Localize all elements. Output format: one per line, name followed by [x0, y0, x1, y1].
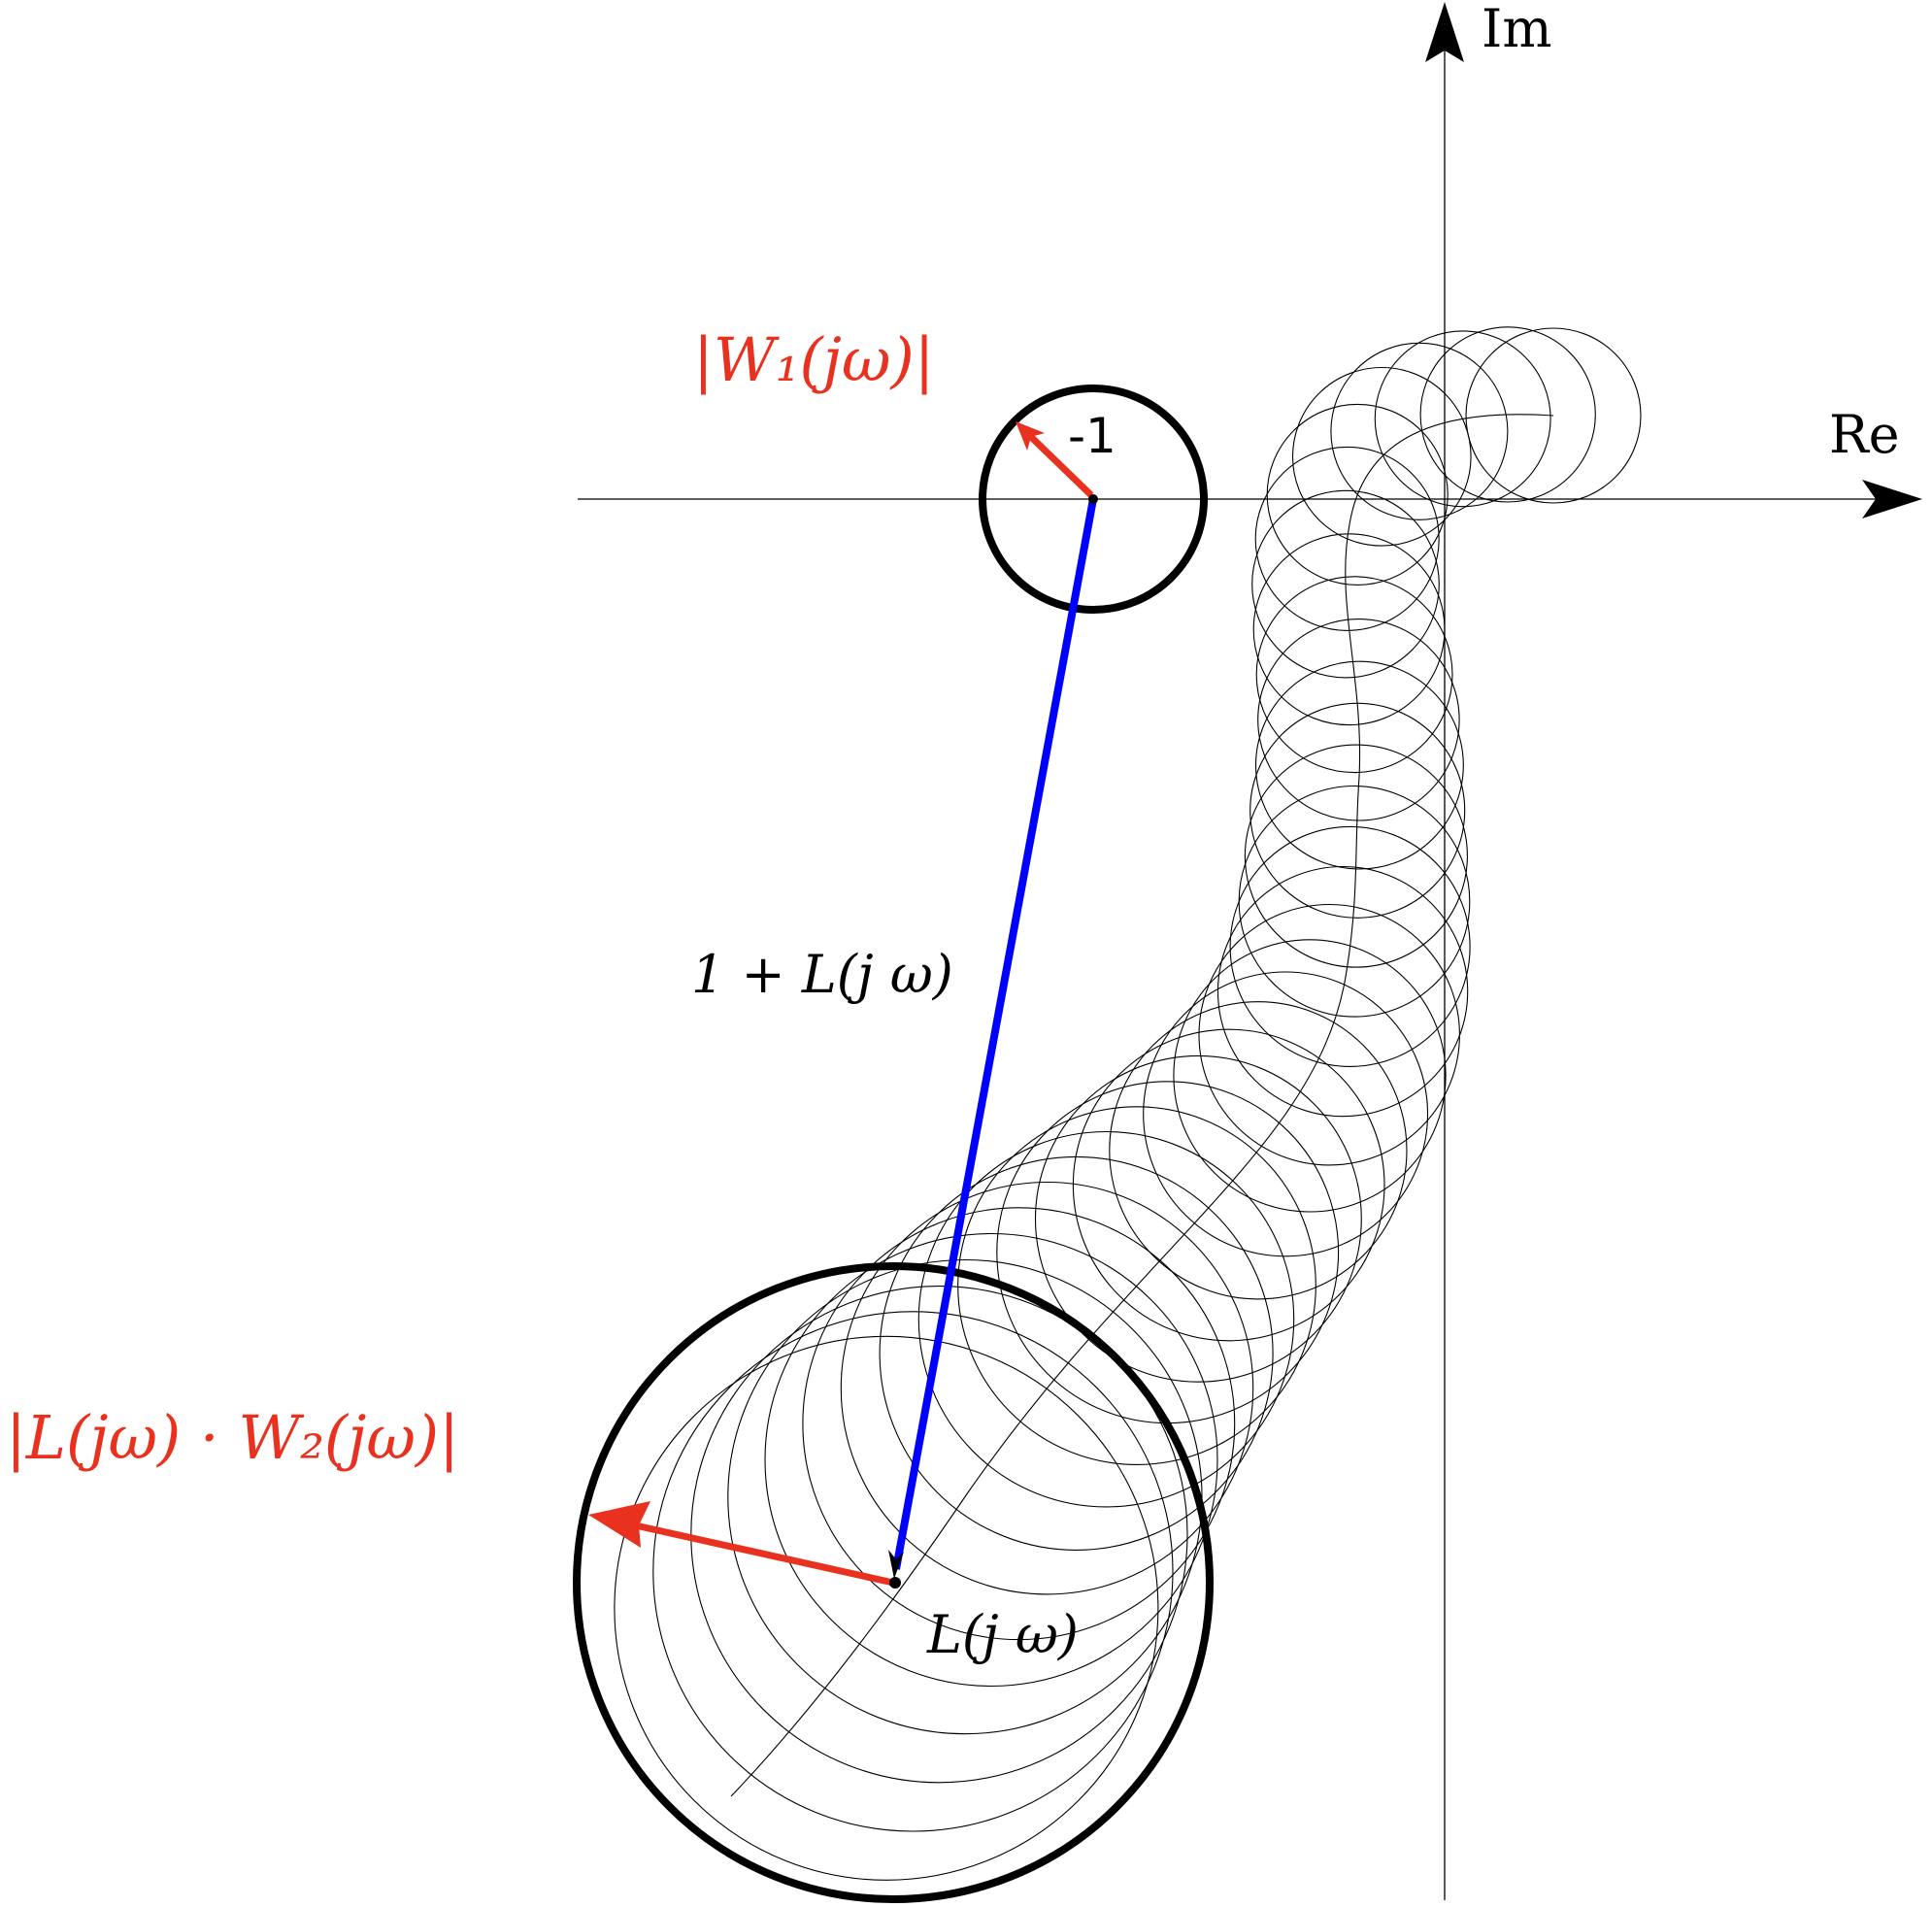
imaginary-axis-label: Im — [1482, 0, 1552, 59]
minus-one-point — [1088, 494, 1098, 504]
lw2-radius-arrow-icon — [588, 1501, 650, 1548]
uncertainty-disk — [1419, 326, 1596, 503]
uncertainty-disk — [1257, 619, 1460, 821]
uncertainty-disk — [652, 1311, 1174, 1832]
L-point — [889, 1577, 901, 1589]
uncertainty-disk — [1072, 1028, 1385, 1342]
uncertainty-disk — [917, 1130, 1295, 1508]
uncertainty-disk — [1109, 1001, 1408, 1300]
uncertainty-disk — [1143, 971, 1429, 1257]
one-plus-L-vector — [892, 498, 1097, 1570]
real-axis-label: Re — [1829, 404, 1900, 465]
uncertainty-disk — [1251, 489, 1440, 679]
nyquist-curve — [730, 414, 1554, 1797]
uncertainty-disk — [1034, 1054, 1362, 1383]
imaginary-axis-arrow-icon — [1425, 2, 1464, 62]
uncertainty-disk — [1229, 825, 1471, 1067]
uncertainty-disk — [1374, 330, 1551, 508]
lw2-disk-around-L — [573, 1262, 1214, 1903]
uncertainty-disk — [1330, 342, 1509, 520]
w1-disk-around-minus-one — [979, 385, 1208, 614]
uncertainty-disk — [1216, 865, 1469, 1118]
uncertainty-disk — [1254, 446, 1440, 631]
one-plus-L-label: 1 + L(j ω) — [691, 944, 953, 1005]
real-axis-arrow-icon — [1862, 480, 1922, 519]
uncertainty-disk — [957, 1106, 1316, 1465]
uncertainty-disk — [840, 1181, 1254, 1595]
w1-magnitude-label: |W₁(jω)| — [693, 324, 935, 395]
w1-radius-vector — [1028, 434, 1094, 498]
minus-one-label: -1 — [1068, 408, 1116, 464]
uncertainty-disk — [879, 1155, 1274, 1551]
uncertainty-disk — [1173, 939, 1447, 1213]
uncertainty-disk — [727, 1258, 1203, 1735]
uncertainty-disk — [1252, 533, 1446, 726]
one-plus-L-arrow-icon — [888, 1550, 904, 1579]
uncertainty-disk — [764, 1232, 1218, 1688]
uncertainty-disk — [1254, 660, 1464, 870]
uncertainty-disk — [802, 1207, 1236, 1641]
uncertainty-disk — [1244, 744, 1468, 968]
uncertainty-disk — [614, 1335, 1159, 1881]
L-label: L(j ω) — [926, 1604, 1079, 1665]
w1-radius-arrow-icon — [1016, 421, 1045, 451]
lw2-magnitude-label: |L(jω) · W₂(jω)| — [6, 1402, 459, 1473]
lw2-radius-vector — [630, 1521, 894, 1587]
uncertainty-disk-family — [614, 326, 1642, 1881]
uncertainty-disk — [1291, 366, 1472, 547]
uncertainty-disk — [1465, 327, 1642, 504]
uncertainty-disk — [1255, 576, 1453, 774]
uncertainty-disk — [1198, 903, 1460, 1166]
